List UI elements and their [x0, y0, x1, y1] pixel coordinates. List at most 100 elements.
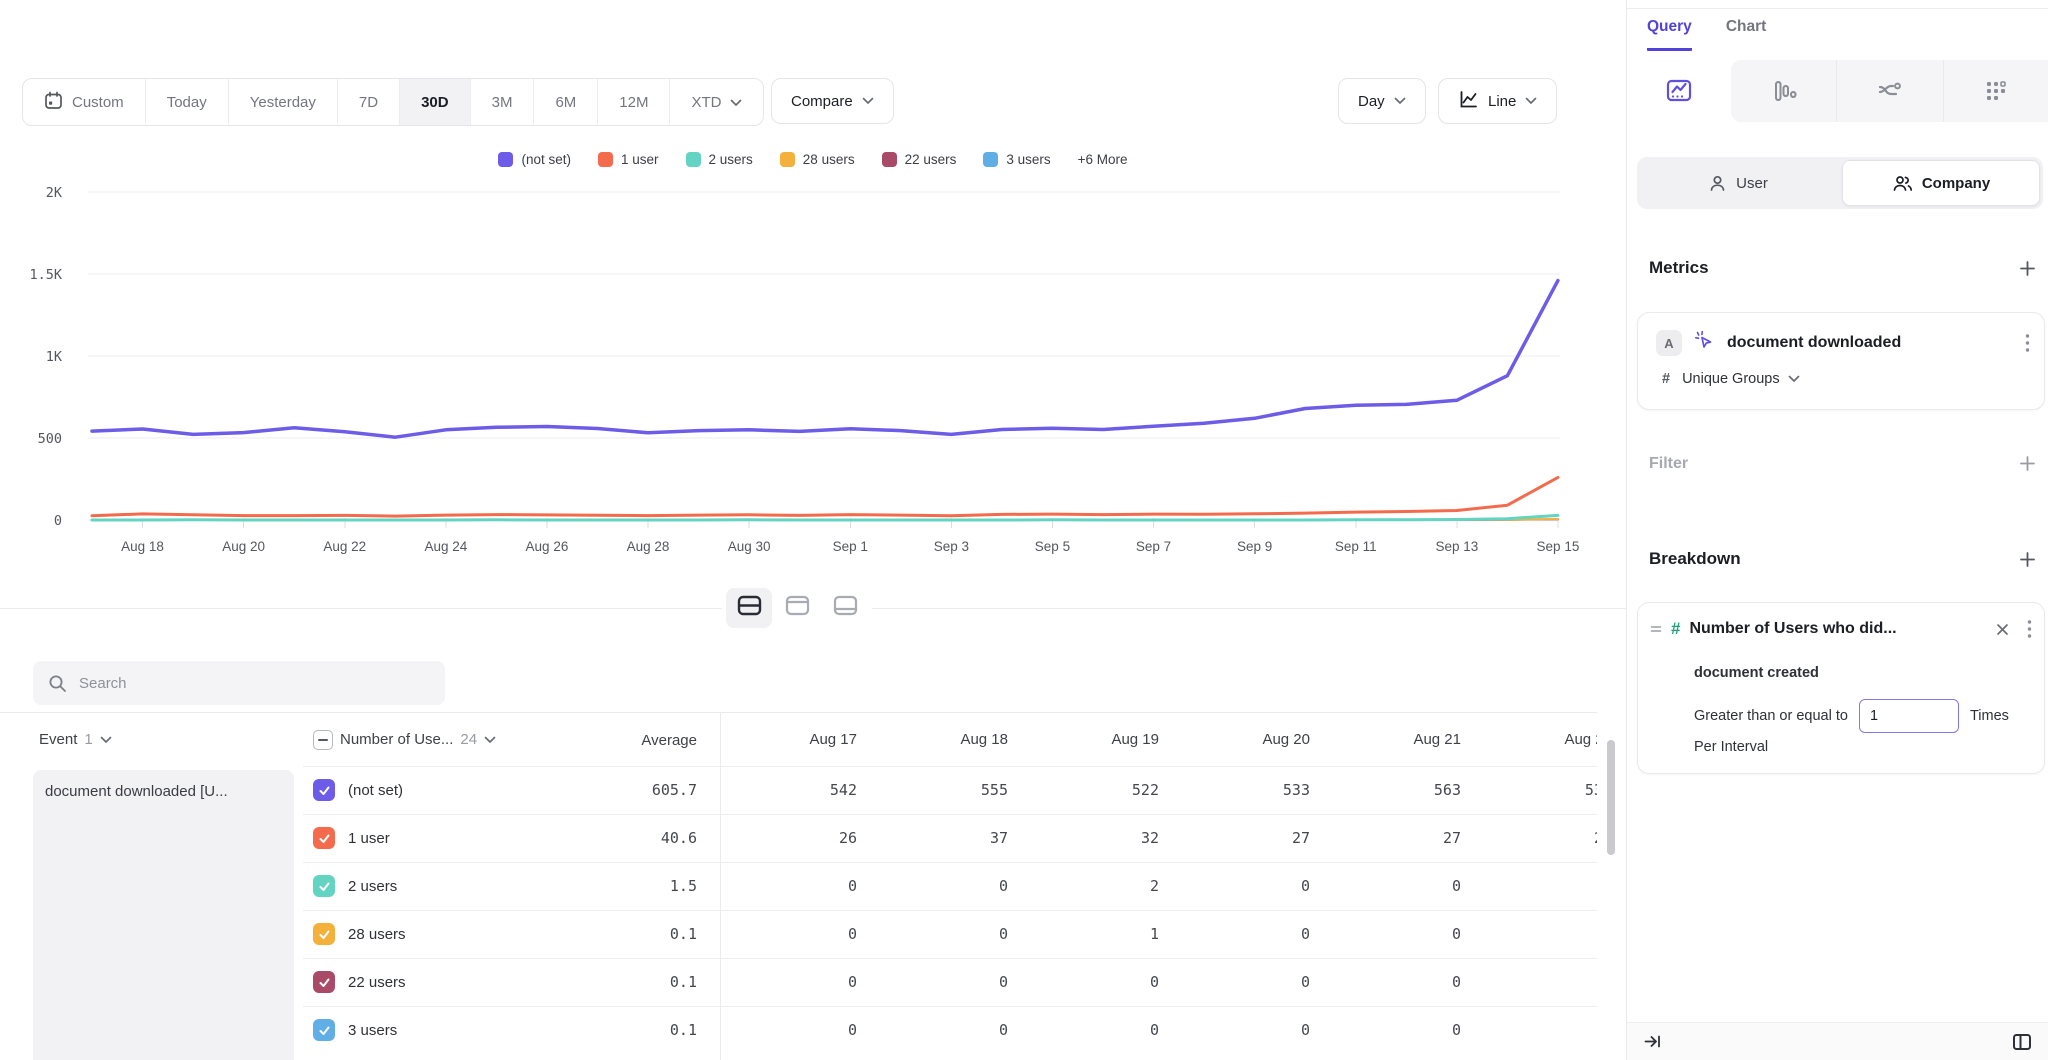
- data-grid-icon[interactable]: [1943, 60, 2048, 122]
- add-filter-button[interactable]: [2018, 454, 2037, 473]
- select-all-checkbox[interactable]: [313, 730, 333, 750]
- range-button-today[interactable]: Today: [146, 79, 229, 125]
- breakdown-section-header: Breakdown: [1649, 549, 2037, 569]
- range-button-12m[interactable]: 12M: [598, 79, 670, 125]
- date-value: 563: [1324, 766, 1475, 814]
- chart-view-button[interactable]: [774, 588, 820, 628]
- range-button-30d[interactable]: 30D: [400, 79, 471, 125]
- split-view-button[interactable]: [726, 588, 772, 628]
- search-input[interactable]: [33, 674, 431, 693]
- date-range-toolbar: Custom Today Yesterday7D 30D 3M 6M 12M XTD: [22, 78, 764, 126]
- date-value: 0: [871, 1006, 1022, 1054]
- series-checkbox[interactable]: [313, 827, 335, 849]
- range-button-yesterday[interactable]: Yesterday: [229, 79, 338, 125]
- collapse-panel-button[interactable]: [1643, 1032, 1662, 1051]
- chevron-down-icon: [730, 94, 742, 111]
- interval-dropdown[interactable]: Day: [1338, 78, 1426, 124]
- date-value: 0: [1173, 1006, 1324, 1054]
- date-value: 2: [1022, 862, 1173, 910]
- tab-chart[interactable]: Chart: [1726, 18, 1766, 51]
- kebab-icon: [2027, 619, 2032, 639]
- table-scrollbar-thumb[interactable]: [1607, 740, 1615, 855]
- times-unit-label: Times: [1970, 708, 2009, 724]
- chart-type-dropdown[interactable]: Line: [1438, 78, 1557, 124]
- table-row[interactable]: 22 users0.1000000: [0, 958, 1597, 1006]
- remove-breakdown-button[interactable]: [1995, 622, 2010, 637]
- date-value: 0: [720, 910, 871, 958]
- date-value: 1: [1022, 910, 1173, 958]
- breakdown-kebab-menu[interactable]: [2027, 619, 2032, 639]
- date-value: 555: [871, 766, 1022, 814]
- range-button-6m[interactable]: 6M: [534, 79, 598, 125]
- add-metric-button[interactable]: [2018, 259, 2037, 278]
- chevron-down-icon: [1394, 97, 1406, 105]
- range-label: 6M: [555, 94, 576, 111]
- table-row[interactable]: (not set)605.7542555522533563538: [0, 766, 1597, 814]
- filter-heading: Filter: [1649, 455, 1688, 473]
- average-value: 1.5: [540, 862, 697, 910]
- date-column-header: Aug 20: [1173, 713, 1324, 766]
- entity-toggle: User Company: [1637, 157, 2043, 209]
- range-button-3m[interactable]: 3M: [471, 79, 535, 125]
- date-value: 27: [1324, 814, 1475, 862]
- date-value: 0: [1173, 958, 1324, 1006]
- property-hash-icon: #: [1671, 619, 1680, 639]
- compare-button[interactable]: Compare: [771, 78, 894, 124]
- split-panel-button[interactable]: [2011, 1031, 2033, 1053]
- series-checkbox[interactable]: [313, 875, 335, 897]
- series-checkbox[interactable]: [313, 971, 335, 993]
- chart-canvas[interactable]: 05001K1.5K2KAug 18Aug 20Aug 22Aug 24Aug …: [0, 150, 1626, 570]
- condition-label: Greater than or equal to: [1694, 708, 1848, 724]
- times-value-input[interactable]: [1859, 699, 1959, 733]
- measure-dropdown[interactable]: Unique Groups: [1682, 371, 1800, 387]
- bar-chart-icon[interactable]: [1731, 60, 1836, 122]
- date-value: 0: [1173, 910, 1324, 958]
- date-value: 27: [1173, 814, 1324, 862]
- date-column-header: Aug 21: [1324, 713, 1475, 766]
- range-button-custom[interactable]: Custom: [23, 79, 146, 125]
- date-value: 0: [871, 958, 1022, 1006]
- svg-text:Sep 7: Sep 7: [1136, 539, 1171, 554]
- date-value: 0: [1022, 1006, 1173, 1054]
- user-toggle-label: User: [1736, 175, 1768, 192]
- toggle-option-user[interactable]: User: [1640, 160, 1836, 206]
- per-interval-label: Per Interval: [1694, 739, 1768, 755]
- date-value: 0: [1022, 958, 1173, 1006]
- range-label: XTD: [691, 94, 721, 111]
- range-button-xtd[interactable]: XTD: [670, 79, 763, 125]
- event-column-header[interactable]: Event 1: [39, 713, 112, 766]
- range-label: Today: [167, 94, 207, 111]
- line-chart-icon: [1458, 89, 1479, 114]
- date-value: 0: [1324, 958, 1475, 1006]
- average-value: 605.7: [540, 766, 697, 814]
- drag-handle-icon[interactable]: [1650, 623, 1662, 635]
- table-row[interactable]: 28 users0.1001000: [0, 910, 1597, 958]
- date-value: 0: [871, 862, 1022, 910]
- flow-chart-icon[interactable]: [1836, 60, 1942, 122]
- results-table: Event 1 Number of Use... 24 Average Aug …: [0, 712, 1597, 1060]
- range-label: 30D: [421, 94, 449, 111]
- metric-card[interactable]: A document downloaded # Unique Groups: [1637, 312, 2045, 410]
- breakdown-card[interactable]: # Number of Users who did... document cr…: [1637, 602, 2045, 774]
- series-checkbox[interactable]: [313, 923, 335, 945]
- series-checkbox[interactable]: [313, 779, 335, 801]
- series-checkbox[interactable]: [313, 1019, 335, 1041]
- table-row[interactable]: 2 users1.5002000: [0, 862, 1597, 910]
- tab-query[interactable]: Query: [1647, 18, 1692, 51]
- average-value: 40.6: [540, 814, 697, 862]
- table-row[interactable]: 3 users0.1000000: [0, 1006, 1597, 1054]
- toggle-option-company[interactable]: Company: [1842, 160, 2040, 206]
- add-breakdown-button[interactable]: [2018, 550, 2037, 569]
- breakdown-title: Number of Users who did...: [1689, 620, 1986, 638]
- table-view-button[interactable]: [822, 588, 868, 628]
- date-value: 0: [871, 910, 1022, 958]
- series-label: 22 users: [348, 958, 406, 1006]
- breakdown-event-name: document created: [1694, 665, 1819, 681]
- compare-label: Compare: [791, 93, 853, 110]
- line-chart-tab-active[interactable]: [1627, 60, 1731, 122]
- metric-kebab-menu[interactable]: [2025, 333, 2030, 353]
- series-column-header[interactable]: Number of Use... 24: [313, 713, 496, 766]
- svg-text:Sep 11: Sep 11: [1335, 539, 1377, 554]
- table-row[interactable]: 1 user40.6263732272728: [0, 814, 1597, 862]
- range-button-7d[interactable]: 7D: [338, 79, 400, 125]
